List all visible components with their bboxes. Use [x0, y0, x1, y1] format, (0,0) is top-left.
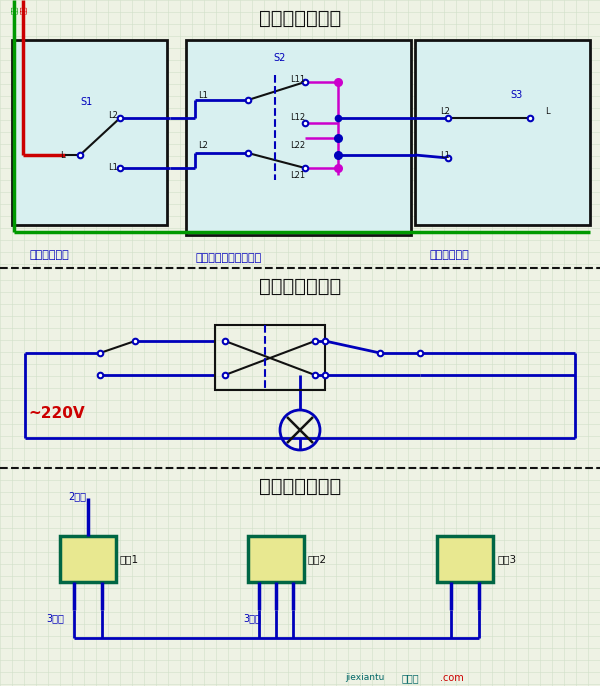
- Text: L2: L2: [440, 108, 450, 117]
- Bar: [248, 536, 304, 582]
- Text: L1: L1: [198, 91, 208, 99]
- Text: jiexiantu: jiexiantu: [345, 674, 385, 683]
- Text: 三控开关原理图: 三控开关原理图: [259, 276, 341, 296]
- Text: L1: L1: [440, 150, 450, 160]
- Bar: [186, 40, 411, 235]
- Bar: [12, 40, 167, 225]
- Text: L22: L22: [290, 141, 305, 150]
- Text: L: L: [545, 108, 550, 117]
- Text: 开关2: 开关2: [308, 554, 327, 564]
- Text: L12: L12: [290, 113, 305, 123]
- Text: 开关3: 开关3: [497, 554, 516, 564]
- Text: S1: S1: [80, 97, 92, 107]
- Text: 相线: 相线: [11, 5, 17, 14]
- Text: L11: L11: [290, 75, 305, 84]
- Text: S2: S2: [273, 53, 286, 63]
- Text: L21: L21: [290, 171, 305, 180]
- Text: ~220V: ~220V: [28, 405, 85, 421]
- Text: L1: L1: [108, 163, 118, 172]
- Text: 单开双控开关: 单开双控开关: [430, 250, 470, 260]
- Bar: [415, 40, 590, 225]
- Text: 三控开关接线图: 三控开关接线图: [259, 8, 341, 27]
- Text: L: L: [60, 150, 65, 160]
- Text: S3: S3: [510, 90, 522, 100]
- Text: 单开双控开关: 单开双控开关: [30, 250, 70, 260]
- Bar: [437, 536, 493, 582]
- Text: 火线: 火线: [20, 5, 26, 14]
- Text: 中途开关（三控开关）: 中途开关（三控开关）: [195, 253, 261, 263]
- Text: 2根线: 2根线: [68, 491, 86, 501]
- Text: L2: L2: [108, 110, 118, 119]
- Text: L2: L2: [198, 141, 208, 150]
- Text: 3根线: 3根线: [46, 613, 64, 623]
- Text: 三控开关布线图: 三控开关布线图: [259, 477, 341, 495]
- Text: 开关1: 开关1: [120, 554, 139, 564]
- Bar: [215, 325, 325, 390]
- Text: .com: .com: [440, 673, 464, 683]
- Bar: [60, 536, 116, 582]
- Text: 3根线: 3根线: [243, 613, 261, 623]
- Text: 接线图: 接线图: [402, 673, 419, 683]
